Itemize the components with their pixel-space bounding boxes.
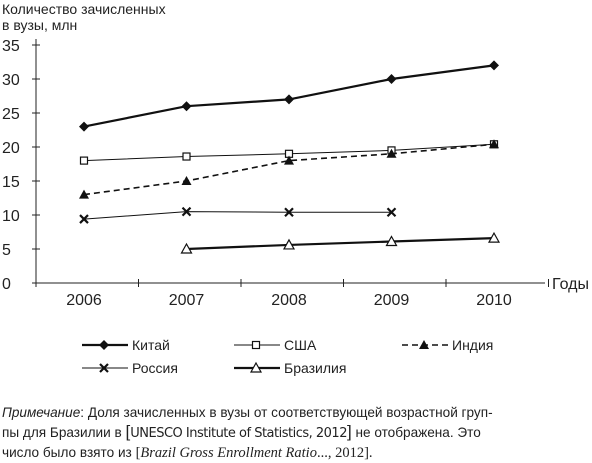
data-point [79, 214, 89, 224]
y-tick-label: 10 [2, 208, 20, 225]
legend-item: Китай [82, 337, 170, 353]
legend: Китай США Индия Россия Бразилия [82, 337, 493, 376]
x-tick-label: 2009 [374, 292, 410, 309]
legend-label: Китай [132, 337, 170, 353]
y-tick-label: 15 [2, 174, 20, 191]
note-bracket-open: [ [125, 422, 131, 441]
data-point [386, 207, 397, 218]
series-0 [79, 60, 499, 132]
x-tick-label: 2010 [476, 292, 512, 309]
note-line-1: Примечание: Доля зачисленных в вузы от с… [2, 403, 590, 422]
data-point [181, 101, 192, 112]
data-point [284, 207, 294, 218]
legend-item: США [234, 337, 317, 353]
data-point [181, 206, 192, 217]
series-2 [79, 139, 499, 199]
y-tick-label: 0 [2, 276, 11, 293]
note-source-2-open: [ [135, 445, 141, 461]
y-tick-label: 20 [2, 140, 20, 157]
note-source-1: UNESCO Institute of Statistics, 2012 [130, 426, 347, 441]
note-line-2: пы для Бразилии в [UNESCO Institute of S… [2, 422, 590, 443]
data-point [386, 148, 397, 158]
data-point [487, 231, 501, 243]
series-line [83, 143, 495, 196]
y-tick-label: 5 [2, 242, 11, 259]
y-axis-label-line1: Количество зачисленных [2, 1, 166, 17]
data-point [489, 60, 499, 71]
note-bracket-close: ] [346, 422, 352, 441]
legend-item: Индия [402, 337, 493, 353]
legend-item: Россия [82, 360, 178, 376]
data-point [419, 340, 429, 349]
series-line [186, 237, 495, 251]
series-group [79, 60, 501, 254]
legend-item: Бразилия [234, 360, 346, 376]
data-point [99, 340, 109, 350]
data-point [489, 139, 499, 149]
y-tick-label: 30 [2, 72, 20, 89]
y-tick-label: 25 [2, 106, 20, 123]
data-point [385, 235, 398, 247]
note-text-2b: не отображена. Это [351, 425, 481, 440]
y-tick-label: 35 [2, 38, 20, 55]
note-text-1: : Доля зачисленных в вузы от соответству… [80, 405, 493, 420]
data-point [79, 121, 89, 132]
x-tick-label: 2007 [169, 292, 205, 309]
series-3 [79, 206, 397, 224]
series-4 [180, 231, 501, 254]
legend-label: Индия [452, 337, 493, 353]
data-point [79, 156, 89, 165]
data-point [251, 340, 261, 350]
data-point [182, 152, 191, 161]
legend-label: Россия [132, 360, 178, 376]
note-label: Примечание [2, 405, 81, 420]
note-line-3: число было взято из [Brazil Gross Enroll… [2, 443, 590, 463]
data-point [249, 361, 263, 373]
note-text-2a: пы для Бразилии в [2, 425, 126, 440]
data-point [99, 363, 109, 373]
data-point [180, 242, 193, 254]
data-point [386, 74, 397, 84]
y-tick-labels: 0 5 10 15 20 25 30 35 [2, 38, 20, 293]
y-axis-label-line2: в вузы, млн [2, 17, 77, 33]
axes [32, 39, 549, 287]
data-point [282, 238, 296, 250]
line-chart: Количество зачисленных в вузы, млн 0 5 10 1… [2, 1, 589, 376]
series-line [83, 211, 392, 220]
legend-label: Бразилия [284, 360, 346, 376]
legend-label: США [284, 337, 317, 353]
data-point [79, 189, 89, 199]
x-axis-label: Годы [552, 276, 589, 293]
data-point [284, 94, 294, 105]
x-tick-labels: 2006 2007 2008 2009 2010 [66, 292, 512, 309]
data-point [284, 155, 294, 165]
data-point [181, 176, 192, 185]
x-tick-label: 2006 [66, 292, 102, 309]
x-tick-label: 2008 [271, 292, 307, 309]
note-source-2-tail: ..., 2012]. [316, 445, 373, 461]
note-text-3a: число было взято из [2, 445, 136, 460]
chart-note: Примечание: Доля зачисленных в вузы от с… [2, 403, 590, 463]
note-source-2-title: Brazil Gross Enrollment Ratio [140, 445, 317, 461]
note-source-2: [Brazil Gross Enrollment Ratio..., 2012]… [136, 445, 373, 461]
